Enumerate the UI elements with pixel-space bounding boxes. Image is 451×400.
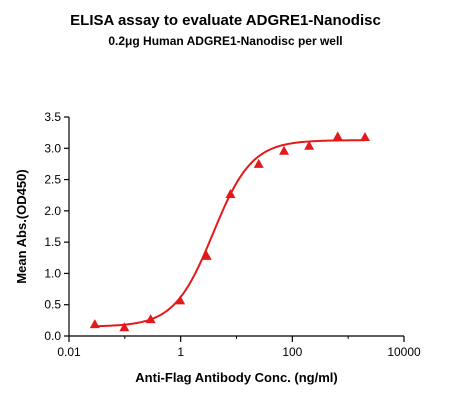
x-tick-label: 10000 xyxy=(387,345,421,359)
y-tick-label: 3.5 xyxy=(44,110,61,124)
y-tick-label: 3.0 xyxy=(44,141,61,155)
data-point xyxy=(332,131,343,141)
data-point xyxy=(253,158,264,168)
data-point xyxy=(304,140,315,150)
chart-title: ELISA assay to evaluate ADGRE1-Nanodisc xyxy=(70,12,381,29)
x-tick-label: 1 xyxy=(177,345,184,359)
fit-curve-layer xyxy=(94,139,365,328)
axes: 0.0 0.5 1.0 1.5 2.0 2.5 3.0 3.5 0.01 1 100 10000 xyxy=(44,110,421,359)
y-tick-label: 0.5 xyxy=(44,298,61,312)
data-point xyxy=(279,145,290,155)
y-tick-label: 2.0 xyxy=(44,204,61,218)
x-tick-label: 0.01 xyxy=(57,345,81,359)
y-tick-label: 1.0 xyxy=(44,266,61,280)
data-points-layer xyxy=(89,131,370,332)
data-point xyxy=(201,250,212,260)
x-axis-label: Anti-Flag Antibody Conc. (ng/ml) xyxy=(135,370,337,385)
data-point xyxy=(89,319,100,329)
data-point xyxy=(359,132,370,142)
y-tick-label: 2.5 xyxy=(44,173,61,187)
data-point xyxy=(119,322,130,332)
data-point xyxy=(175,295,186,305)
y-tick-label: 0.0 xyxy=(44,329,61,343)
data-point xyxy=(145,314,156,324)
y-tick-label: 1.5 xyxy=(44,235,61,249)
y-axis-label: Mean Abs.(OD450) xyxy=(14,169,29,283)
data-point xyxy=(225,188,236,198)
x-tick-label: 100 xyxy=(282,345,302,359)
chart-subtitle: 0.2μg Human ADGRE1-Nanodisc per well xyxy=(108,34,343,48)
fit-curve-line xyxy=(94,139,365,328)
